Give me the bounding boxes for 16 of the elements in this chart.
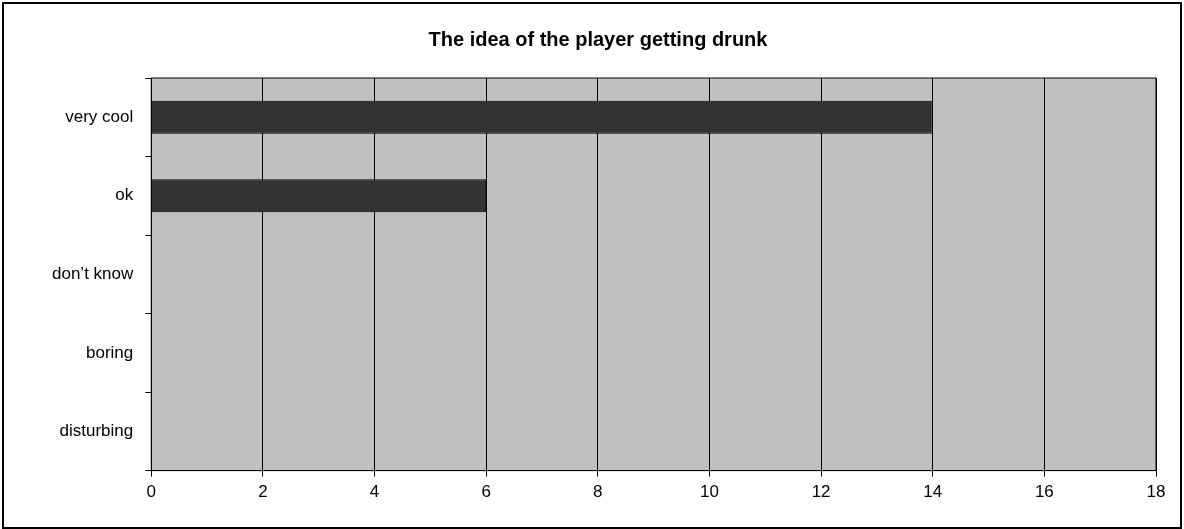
x-tick-label: 4 [369,482,380,502]
x-tick-label: 8 [593,482,603,502]
y-tick-label: ok [115,185,134,205]
y-tick-label: don’t know [51,263,134,283]
x-tick-label: 2 [258,482,268,502]
y-tick-label: disturbing [59,421,134,441]
y-tick-label: boring [86,342,134,362]
x-tick-label: 16 [1034,482,1054,502]
x-tick-label: 12 [811,482,831,502]
x-tick-label: 10 [699,482,719,502]
y-tick-label: very cool [65,106,134,126]
x-tick-label: 6 [481,482,491,502]
x-tick-label: 0 [146,482,157,502]
chart-title: The idea of the player getting drunk [428,27,769,50]
x-tick-label: 18 [1146,482,1166,502]
x-tick-label: 14 [923,482,943,502]
